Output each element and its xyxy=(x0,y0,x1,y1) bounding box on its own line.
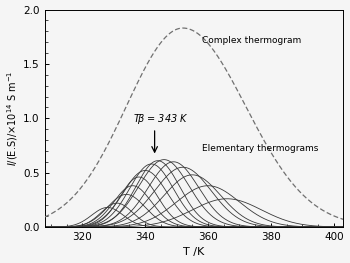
Text: Complex thermogram: Complex thermogram xyxy=(202,36,301,44)
Text: Elementary thermograms: Elementary thermograms xyxy=(202,144,318,153)
X-axis label: T /K: T /K xyxy=(183,247,204,257)
Y-axis label: $I$/(E.S)/$\times$10$^{14}$ S m$^{-1}$: $I$/(E.S)/$\times$10$^{14}$ S m$^{-1}$ xyxy=(6,70,20,166)
Text: $T\!\beta$ = 343 K: $T\!\beta$ = 343 K xyxy=(133,112,188,126)
